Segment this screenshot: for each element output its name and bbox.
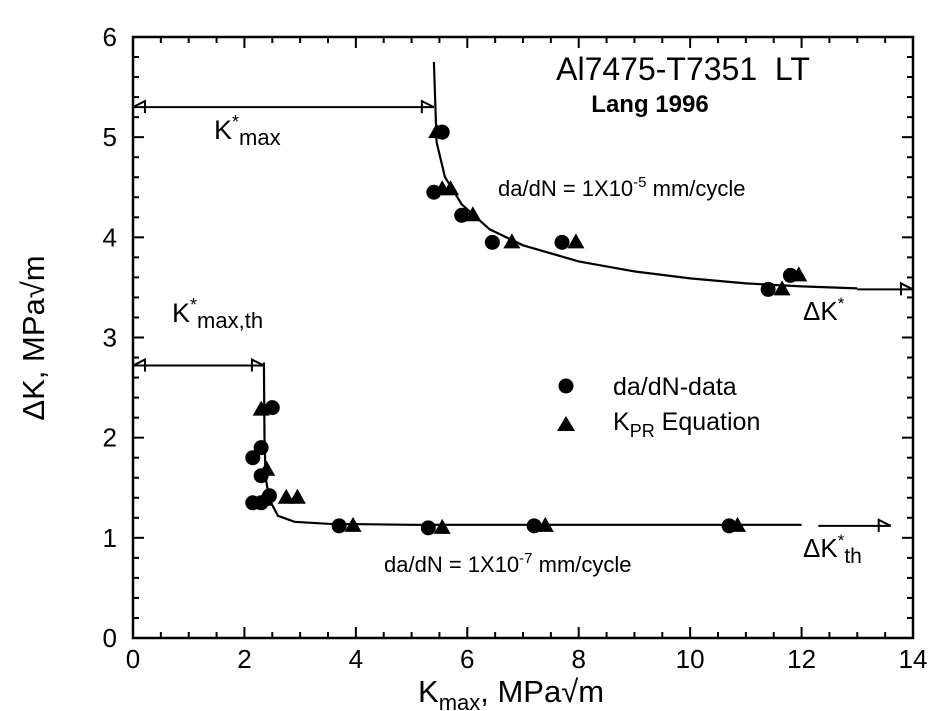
arrow-head-right-kmax-th-star bbox=[250, 357, 265, 372]
annotation-kmax-star: K*max bbox=[214, 112, 281, 150]
data-point-circle bbox=[526, 518, 542, 534]
legend-label-data: da/dN-data bbox=[613, 373, 737, 401]
data-point-triangle bbox=[252, 400, 270, 416]
data-point-triangle bbox=[464, 206, 482, 222]
annotation-dadn-1e-5: da/dN = 1X10-5 mm/cycle bbox=[498, 174, 746, 201]
data-point-triangle bbox=[288, 488, 306, 504]
fit-curve-1e-5 bbox=[432, 61, 858, 290]
data-point-triangle bbox=[258, 460, 276, 476]
y-axis-title: ΔK, MPa√m bbox=[16, 255, 51, 420]
x-tick-label: 0 bbox=[126, 644, 140, 674]
annotation-delta-k-star: ΔK* bbox=[803, 294, 845, 326]
data-point-triangle bbox=[255, 490, 273, 506]
arrow-head-right-dk-star bbox=[900, 281, 914, 296]
x-axis-title: Kmax, MPa√m bbox=[418, 674, 604, 711]
data-point-triangle bbox=[773, 280, 791, 296]
data-point-circle bbox=[760, 281, 776, 297]
data-point-triangle bbox=[790, 266, 808, 282]
y-tick-label: 1 bbox=[103, 523, 117, 553]
legend-label-kpr: KPR Equation bbox=[613, 408, 760, 441]
y-tick-label: 2 bbox=[103, 423, 117, 453]
data-point-triangle bbox=[729, 516, 746, 532]
data-point-triangle bbox=[503, 233, 521, 249]
data-point-triangle bbox=[536, 516, 554, 532]
data-point-circle bbox=[484, 234, 500, 250]
annotation-kmax-th-star: K*max,th bbox=[172, 295, 263, 333]
y-tick-label: 5 bbox=[103, 122, 117, 152]
x-tick-label: 10 bbox=[676, 644, 705, 674]
legend: da/dN-data KPR Equation bbox=[557, 373, 760, 441]
arrow-head-left-kmax-star bbox=[132, 99, 146, 114]
y-tick-label: 4 bbox=[103, 222, 117, 252]
data-point-circle bbox=[331, 518, 347, 534]
annotation-delta-k-th-star: ΔK*th bbox=[803, 531, 862, 568]
data-point-triangle bbox=[433, 518, 451, 534]
x-tick-label: 8 bbox=[571, 644, 585, 674]
data-point-circle bbox=[264, 400, 280, 416]
y-tick-label: 3 bbox=[103, 323, 117, 353]
data-point-triangle bbox=[567, 233, 585, 249]
chart-title: Al7475-T7351 LT bbox=[556, 51, 810, 87]
legend-triangle-marker bbox=[557, 416, 575, 431]
fit-curves bbox=[262, 61, 858, 526]
data-point-triangle bbox=[442, 180, 460, 196]
data-markers bbox=[245, 123, 808, 536]
x-tick-label: 12 bbox=[787, 644, 816, 674]
x-tick-label: 6 bbox=[460, 644, 474, 674]
arrow-head-right-dk-th-star bbox=[877, 518, 892, 532]
chart-subtitle: Lang 1996 bbox=[591, 91, 708, 118]
data-point-triangle bbox=[344, 516, 362, 532]
data-point-circle bbox=[245, 450, 261, 466]
x-tick-label: 2 bbox=[237, 644, 251, 674]
data-point-circle bbox=[420, 520, 436, 536]
fit-curve-1e-7 bbox=[262, 362, 802, 526]
arrow-head-left-kmax-th-star bbox=[132, 357, 146, 372]
legend-circle-marker bbox=[558, 378, 574, 394]
x-tick-label: 4 bbox=[349, 644, 363, 674]
arrow-head-right-kmax-star bbox=[420, 99, 435, 114]
y-tick-label: 0 bbox=[103, 623, 117, 653]
x-tick-label: 14 bbox=[899, 644, 928, 674]
axis-ticks bbox=[132, 36, 914, 639]
data-point-circle bbox=[253, 440, 269, 456]
data-point-triangle bbox=[428, 123, 446, 139]
y-tick-label: 6 bbox=[103, 22, 117, 52]
annotation-arrows bbox=[132, 99, 914, 532]
annotation-dadn-1e-7: da/dN = 1X10-7 mm/cycle bbox=[384, 550, 632, 577]
data-point-triangle bbox=[277, 488, 295, 504]
data-point-circle bbox=[454, 207, 470, 223]
data-point-circle bbox=[554, 234, 570, 250]
